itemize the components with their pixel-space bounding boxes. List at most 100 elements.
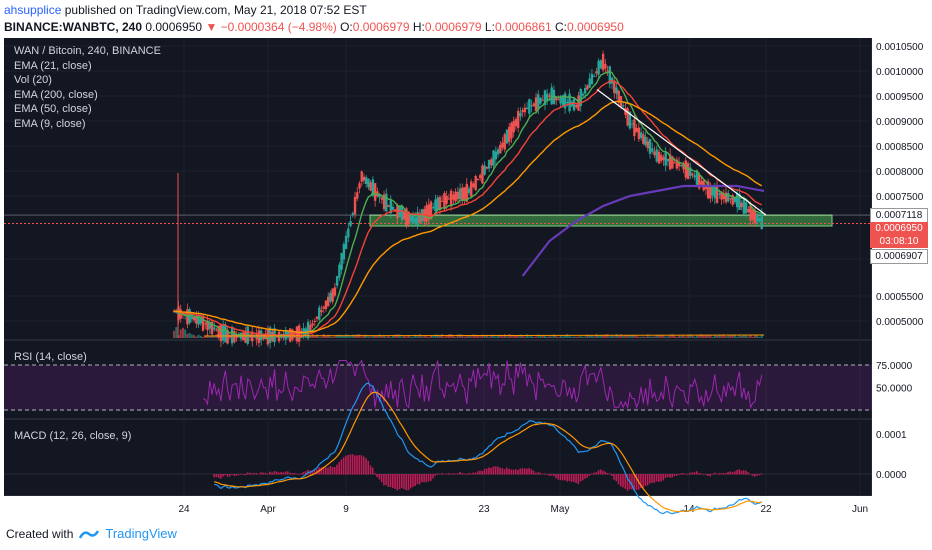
macd-histogram-bar: [731, 472, 734, 475]
chart-canvas[interactable]: 0.0010500 0.0010000 0.0009500 0.0009000 0.00…: [4, 38, 928, 524]
volume-bar: [635, 335, 638, 338]
candle-body: [295, 326, 299, 342]
volume-bar: [403, 335, 406, 338]
candle-body: [711, 187, 714, 196]
volume-bar: [541, 334, 544, 338]
macd-histogram-bar: [642, 474, 644, 488]
candle-body: [309, 324, 312, 332]
macd-histogram-bar: [468, 473, 470, 475]
volume-bar: [405, 336, 408, 338]
volume-bar: [615, 334, 618, 338]
volume-bar: [729, 335, 732, 338]
candle-body: [338, 264, 341, 278]
candle-body: [543, 90, 547, 106]
volume-bar: [251, 335, 254, 338]
legend-ema21[interactable]: EMA (21, close): [14, 59, 92, 72]
macd-histogram-bar: [474, 472, 477, 475]
rsi-legend[interactable]: RSI (14, close): [14, 351, 87, 363]
candle-body: [597, 60, 600, 75]
macd-histogram-bar: [378, 474, 381, 480]
macd-histogram-bar: [655, 474, 658, 482]
candle-body: [331, 288, 334, 302]
volume-bar: [747, 336, 750, 338]
macd-histogram-bar: [573, 474, 575, 482]
macd-histogram-bar: [260, 472, 262, 475]
volume-bar: [445, 335, 448, 338]
macd-histogram-bar: [365, 458, 367, 475]
macd-histogram-bar: [463, 473, 466, 475]
volume-bar: [698, 334, 701, 338]
volume-bar: [546, 336, 549, 338]
volume-bar: [611, 335, 614, 338]
legend-ema9[interactable]: EMA (9, close): [14, 117, 86, 130]
legend-ema200[interactable]: EMA (200, close): [14, 88, 98, 101]
low-value: 0.0006861: [494, 20, 552, 34]
candle-body: [324, 300, 328, 310]
macd-histogram-bar: [459, 471, 461, 475]
macd-histogram-bar: [613, 474, 615, 480]
candle-body: [742, 197, 746, 214]
volume-bar: [226, 336, 229, 338]
macd-histogram-bar: [599, 469, 602, 475]
candle-body: [546, 93, 549, 101]
candle-body: [452, 194, 455, 200]
macd-histogram-bar: [751, 474, 754, 476]
volume-bar: [427, 336, 430, 338]
macd-histogram-bar: [286, 471, 289, 475]
macd-histogram-bar: [304, 471, 307, 475]
candle-body: [358, 183, 361, 189]
volume-bar: [392, 335, 395, 338]
macd-histogram-bar: [253, 472, 256, 475]
volume-bar: [530, 335, 533, 338]
candle-body: [523, 107, 527, 113]
legend-ema50[interactable]: EMA (50, close): [14, 103, 92, 116]
macd-histogram-bar: [367, 460, 370, 475]
author-link[interactable]: ahsupplice: [4, 3, 62, 17]
volume-bar: [649, 336, 652, 338]
volume-bar: [733, 334, 736, 338]
legend-vol[interactable]: Vol (20): [14, 74, 52, 87]
candle-body: [315, 316, 319, 319]
ema200-line: [521, 184, 765, 277]
volume-bar: [253, 336, 256, 338]
volume-bar: [188, 332, 191, 338]
volume-bar: [179, 329, 182, 338]
macd-histogram-bar: [646, 474, 649, 486]
volume-bar: [510, 334, 513, 338]
macd-histogram-bar: [447, 473, 450, 475]
volume-bar: [492, 334, 495, 338]
volume-bar: [671, 334, 674, 338]
candle-body: [503, 134, 506, 150]
volume-bar: [293, 334, 296, 338]
macd-histogram-bar: [640, 474, 642, 488]
rsi-tick-75: 75.0000: [876, 361, 913, 372]
macd-legend[interactable]: MACD (12, 26, close, 9): [14, 430, 132, 442]
macd-histogram-bar: [581, 474, 584, 481]
candle-body: [335, 276, 339, 286]
volume-bar: [470, 336, 473, 338]
macd-histogram-bar: [483, 469, 486, 475]
macd-histogram-bar: [248, 472, 251, 475]
macd-histogram-bar: [313, 469, 316, 475]
volume-bar: [727, 335, 730, 338]
volume-bar: [716, 335, 719, 338]
candle-body: [637, 127, 641, 139]
volume-bar: [548, 336, 551, 338]
macd-histogram-bar: [371, 467, 374, 475]
candle-body: [322, 306, 325, 309]
chart-panel[interactable]: 0.0010500 0.0010000 0.0009500 0.0009000 0.00…: [4, 38, 928, 524]
volume-bar: [190, 334, 193, 338]
tradingview-brand[interactable]: TradingView: [105, 526, 177, 541]
volume-bar: [338, 334, 341, 338]
candle-body: [720, 191, 723, 200]
volume-bar: [479, 336, 482, 338]
volume-bar: [454, 336, 457, 338]
macd-histogram-bar: [322, 467, 325, 475]
macd-histogram-bar: [302, 472, 305, 475]
volume-bar: [481, 334, 484, 338]
candle-body: [219, 325, 223, 342]
macd-histogram-bar: [407, 474, 410, 491]
volume-bar: [244, 336, 247, 338]
publish-info: published on TradingView.com, May 21, 20…: [64, 3, 367, 17]
volume-bar: [570, 336, 573, 338]
